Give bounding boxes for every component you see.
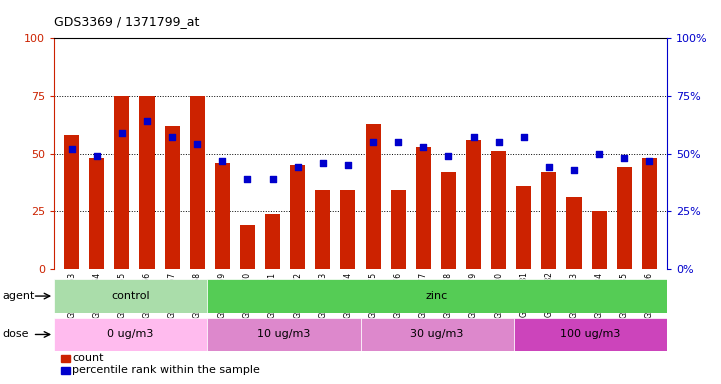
Point (593, 151, 605, 157)
Bar (265, 214, 280, 269)
Bar (541, 172, 557, 269)
Bar (491, 151, 506, 269)
Bar (366, 124, 381, 269)
Point (644, 157, 655, 164)
Bar (190, 96, 205, 269)
Text: 0 ug/m3: 0 ug/m3 (107, 329, 154, 339)
Bar (54, 279, 208, 313)
Text: 10 ug/m3: 10 ug/m3 (257, 329, 311, 339)
Point (367, 139, 379, 145)
Point (468, 134, 479, 141)
Bar (567, 197, 582, 269)
Text: GDS3369 / 1371799_at: GDS3369 / 1371799_at (54, 15, 200, 28)
Bar (360, 318, 513, 351)
Point (141, 118, 153, 124)
Point (342, 162, 354, 168)
Bar (64, 135, 79, 269)
Bar (240, 225, 255, 269)
Bar (89, 158, 105, 269)
Bar (466, 140, 481, 269)
Text: agent: agent (2, 291, 35, 301)
Text: dose: dose (2, 329, 29, 339)
Bar (54, 318, 208, 351)
Text: control: control (111, 291, 150, 301)
Bar (513, 318, 667, 351)
Point (116, 130, 128, 136)
Point (392, 139, 404, 145)
Point (216, 157, 228, 164)
Text: 30 ug/m3: 30 ug/m3 (410, 329, 464, 339)
Bar (616, 167, 632, 269)
Point (417, 144, 429, 150)
Bar (290, 165, 305, 269)
Bar (215, 163, 230, 269)
Point (91, 153, 102, 159)
Bar (164, 126, 180, 269)
Bar (441, 172, 456, 269)
Bar (516, 186, 531, 269)
Bar (340, 190, 355, 269)
Bar (115, 96, 130, 269)
Text: percentile rank within the sample: percentile rank within the sample (72, 365, 260, 375)
Point (443, 153, 454, 159)
Bar (642, 158, 657, 269)
Point (518, 134, 529, 141)
Point (619, 155, 630, 161)
Point (568, 167, 580, 173)
Bar (139, 96, 154, 269)
Point (242, 176, 253, 182)
Text: zinc: zinc (426, 291, 448, 301)
Point (267, 176, 278, 182)
Bar (208, 318, 360, 351)
Bar (391, 190, 406, 269)
Bar (591, 211, 606, 269)
Point (292, 164, 304, 170)
Point (167, 134, 178, 141)
Point (543, 164, 554, 170)
Point (192, 141, 203, 147)
Text: 100 ug/m3: 100 ug/m3 (560, 329, 621, 339)
Point (317, 160, 329, 166)
Text: count: count (72, 353, 104, 363)
Bar (315, 190, 330, 269)
Bar (416, 147, 431, 269)
Bar (208, 279, 667, 313)
Point (66, 146, 77, 152)
Point (493, 139, 505, 145)
